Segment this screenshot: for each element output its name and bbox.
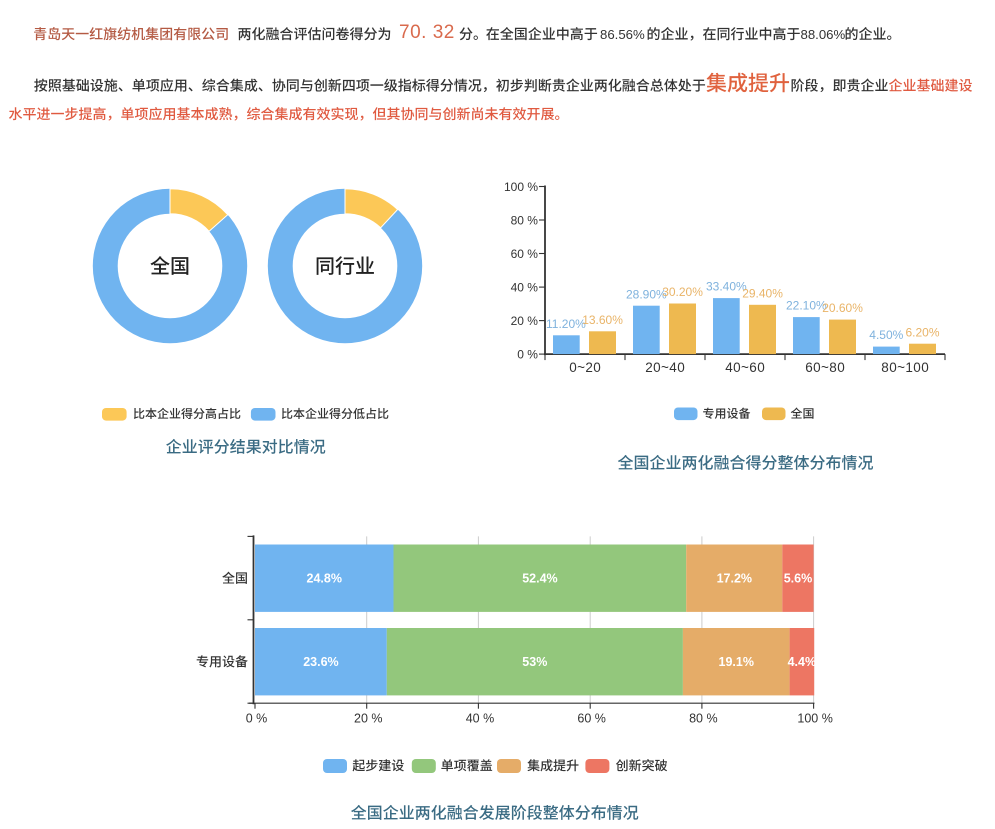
svg-text:70. 32: 70. 32: [399, 22, 455, 43]
svg-text:20 %: 20 %: [511, 314, 539, 328]
svg-text:28.90%: 28.90%: [626, 287, 667, 301]
svg-text:40 %: 40 %: [511, 280, 539, 294]
svg-text:100 %: 100 %: [797, 712, 832, 726]
svg-text:5.6%: 5.6%: [784, 572, 813, 586]
svg-text:19.1%: 19.1%: [719, 655, 754, 669]
svg-text:60~80: 60~80: [805, 360, 845, 375]
svg-text:33.40%: 33.40%: [706, 280, 747, 294]
svg-text:20 %: 20 %: [354, 712, 383, 726]
svg-text:88.06%: 88.06%: [801, 27, 846, 42]
svg-text:100 %: 100 %: [504, 180, 538, 194]
svg-text:23.6%: 23.6%: [303, 655, 338, 669]
svg-text:4.50%: 4.50%: [869, 328, 903, 342]
svg-text:11.20%: 11.20%: [546, 317, 586, 331]
svg-text:52.4%: 52.4%: [522, 572, 557, 586]
svg-text:29.40%: 29.40%: [742, 286, 783, 300]
svg-text:20.60%: 20.60%: [822, 301, 863, 315]
svg-text:13.60%: 13.60%: [582, 313, 623, 327]
svg-text:60 %: 60 %: [577, 712, 606, 726]
svg-text:86.56%: 86.56%: [600, 27, 645, 42]
svg-text:80 %: 80 %: [511, 213, 539, 227]
svg-text:20~40: 20~40: [645, 360, 685, 375]
svg-text:22.10%: 22.10%: [786, 299, 827, 313]
svg-text:40~60: 40~60: [725, 360, 765, 375]
svg-text:30.20%: 30.20%: [662, 285, 703, 299]
svg-text:24.8%: 24.8%: [307, 572, 342, 586]
svg-text:0~20: 0~20: [569, 360, 601, 375]
svg-text:6.20%: 6.20%: [906, 325, 940, 339]
svg-text:17.2%: 17.2%: [717, 572, 752, 586]
svg-text:53%: 53%: [522, 655, 547, 669]
svg-text:80~100: 80~100: [881, 360, 929, 375]
svg-text:0 %: 0 %: [246, 712, 268, 726]
svg-text:40 %: 40 %: [466, 712, 495, 726]
svg-text:80 %: 80 %: [689, 712, 718, 726]
svg-text:0 %: 0 %: [517, 347, 538, 361]
svg-text:4.4%: 4.4%: [788, 655, 817, 669]
svg-text:60 %: 60 %: [511, 247, 539, 261]
